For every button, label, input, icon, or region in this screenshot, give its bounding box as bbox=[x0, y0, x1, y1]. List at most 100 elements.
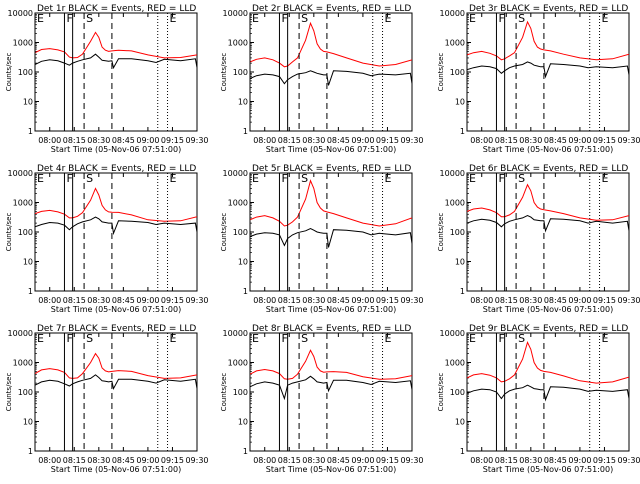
marker-label: E bbox=[385, 12, 392, 25]
x-tick-label: 09:15 bbox=[161, 456, 184, 465]
plot-area bbox=[467, 183, 629, 233]
y-tick-label: 10 bbox=[238, 98, 248, 107]
panel-title: Det 2r BLACK = Events, RED = LLD bbox=[252, 4, 411, 14]
series-line-black bbox=[35, 216, 197, 236]
y-tick-label: 10 bbox=[23, 258, 33, 267]
x-tick-label: 08:00 bbox=[470, 136, 493, 145]
marker-label: S bbox=[518, 172, 525, 185]
y-tick-label: 1000 bbox=[445, 359, 465, 368]
x-tick-label: 09:00 bbox=[136, 136, 159, 145]
x-tick-label: 08:45 bbox=[544, 296, 567, 305]
x-tick-label: 09:30 bbox=[185, 456, 208, 465]
panel-title: Det 1r BLACK = Events, RED = LLD bbox=[37, 4, 196, 14]
panel-title: Det 4r BLACK = Events, RED = LLD bbox=[37, 164, 196, 174]
series-line-red bbox=[467, 20, 629, 61]
panel-title: Det 3r BLACK = Events, RED = LLD bbox=[469, 4, 628, 14]
marker-label: E bbox=[252, 172, 259, 185]
x-tick-label: 09:30 bbox=[400, 456, 423, 465]
x-axis-label: Start Time (05-Nov-06 07:51:00) bbox=[483, 145, 613, 154]
y-tick-label: 1000 bbox=[228, 39, 248, 48]
marker-label: S bbox=[301, 332, 308, 345]
y-tick-label: 10 bbox=[23, 98, 33, 107]
y-tick-label: 1000 bbox=[445, 39, 465, 48]
marker-label: F bbox=[498, 12, 504, 25]
marker-label: F bbox=[281, 172, 287, 185]
x-tick-label: 08:30 bbox=[519, 456, 542, 465]
x-tick-label: 08:30 bbox=[87, 136, 110, 145]
x-tick-label: 08:45 bbox=[327, 456, 350, 465]
y-axis-label: Counts/sec bbox=[220, 53, 228, 92]
x-tick-label: 09:30 bbox=[185, 296, 208, 305]
marker-label: S bbox=[518, 332, 525, 345]
marker-label: E bbox=[469, 172, 476, 185]
y-tick-label: 1000 bbox=[13, 39, 33, 48]
x-axis-label: Start Time (05-Nov-06 07:51:00) bbox=[51, 145, 181, 154]
y-tick-label: 1000 bbox=[445, 199, 465, 208]
x-tick-label: 08:15 bbox=[495, 296, 518, 305]
marker-label: S bbox=[86, 172, 93, 185]
y-axis-label: Counts/sec bbox=[220, 373, 228, 412]
panel-5: Det 5r BLACK = Events, RED = LLD 1 10 100 10… bbox=[220, 164, 424, 314]
panel-3: Det 3r BLACK = Events, RED = LLD 1 10 100 10… bbox=[437, 4, 640, 154]
x-axis-label: Start Time (05-Nov-06 07:51:00) bbox=[266, 305, 396, 314]
marker-label: E bbox=[37, 332, 44, 345]
marker-label: E bbox=[170, 332, 177, 345]
panel-title: Det 5r BLACK = Events, RED = LLD bbox=[252, 164, 411, 174]
y-tick-label: 1000 bbox=[13, 199, 33, 208]
series-line-black bbox=[467, 215, 629, 233]
x-tick-label: 09:15 bbox=[593, 456, 616, 465]
x-tick-label: 08:15 bbox=[495, 456, 518, 465]
y-axis-label: Counts/sec bbox=[5, 373, 13, 412]
marker-label: E bbox=[37, 12, 44, 25]
y-axis-label: Counts/sec bbox=[5, 53, 13, 92]
marker-label: S bbox=[86, 332, 93, 345]
x-tick-label: 08:15 bbox=[278, 136, 301, 145]
x-tick-label: 08:15 bbox=[278, 456, 301, 465]
x-tick-label: 08:30 bbox=[87, 456, 110, 465]
x-tick-label: 09:00 bbox=[568, 296, 591, 305]
series-line-black bbox=[250, 375, 412, 401]
y-tick-label: 10000 bbox=[8, 9, 33, 18]
panel-title: Det 8r BLACK = Events, RED = LLD bbox=[252, 324, 411, 334]
panel-title: Det 6r BLACK = Events, RED = LLD bbox=[469, 164, 628, 174]
x-tick-label: 09:30 bbox=[400, 296, 423, 305]
panel-title: Det 9r BLACK = Events, RED = LLD bbox=[469, 324, 628, 334]
plot-area bbox=[35, 187, 197, 236]
x-tick-label: 09:00 bbox=[351, 136, 374, 145]
series-line-black bbox=[467, 384, 629, 402]
x-tick-label: 09:00 bbox=[568, 136, 591, 145]
panel-7: Det 7r BLACK = Events, RED = LLD 1 10 100 10… bbox=[5, 324, 209, 474]
marker-label: E bbox=[602, 172, 609, 185]
x-tick-label: 08:00 bbox=[470, 296, 493, 305]
marker-label: E bbox=[602, 332, 609, 345]
plot-frame bbox=[466, 12, 630, 132]
series-line-black bbox=[35, 53, 197, 70]
plot-frame bbox=[249, 12, 413, 132]
plot-area bbox=[467, 20, 629, 79]
y-tick-label: 1 bbox=[460, 447, 465, 456]
x-tick-label: 08:45 bbox=[112, 456, 135, 465]
marker-label: F bbox=[498, 332, 504, 345]
panel-2: Det 2r BLACK = Events, RED = LLD 1 10 100 10… bbox=[220, 4, 424, 154]
plot-area bbox=[250, 179, 412, 248]
x-tick-label: 08:45 bbox=[544, 136, 567, 145]
series-line-red bbox=[35, 187, 197, 222]
y-tick-label: 100 bbox=[18, 68, 33, 77]
marker-label: F bbox=[66, 332, 72, 345]
x-tick-label: 08:30 bbox=[87, 296, 110, 305]
series-line-black bbox=[250, 70, 412, 86]
plot-area bbox=[467, 341, 629, 402]
y-tick-label: 10000 bbox=[223, 329, 248, 338]
y-tick-label: 1000 bbox=[228, 199, 248, 208]
series-line-red bbox=[250, 21, 412, 68]
x-axis-label: Start Time (05-Nov-06 07:51:00) bbox=[483, 305, 613, 314]
x-tick-label: 09:30 bbox=[400, 136, 423, 145]
y-tick-label: 100 bbox=[233, 228, 248, 237]
x-tick-label: 09:00 bbox=[136, 296, 159, 305]
plot-frame bbox=[34, 12, 198, 132]
y-tick-label: 10000 bbox=[440, 329, 465, 338]
x-tick-label: 09:30 bbox=[617, 456, 640, 465]
x-tick-label: 08:00 bbox=[470, 456, 493, 465]
y-tick-label: 10000 bbox=[440, 169, 465, 178]
